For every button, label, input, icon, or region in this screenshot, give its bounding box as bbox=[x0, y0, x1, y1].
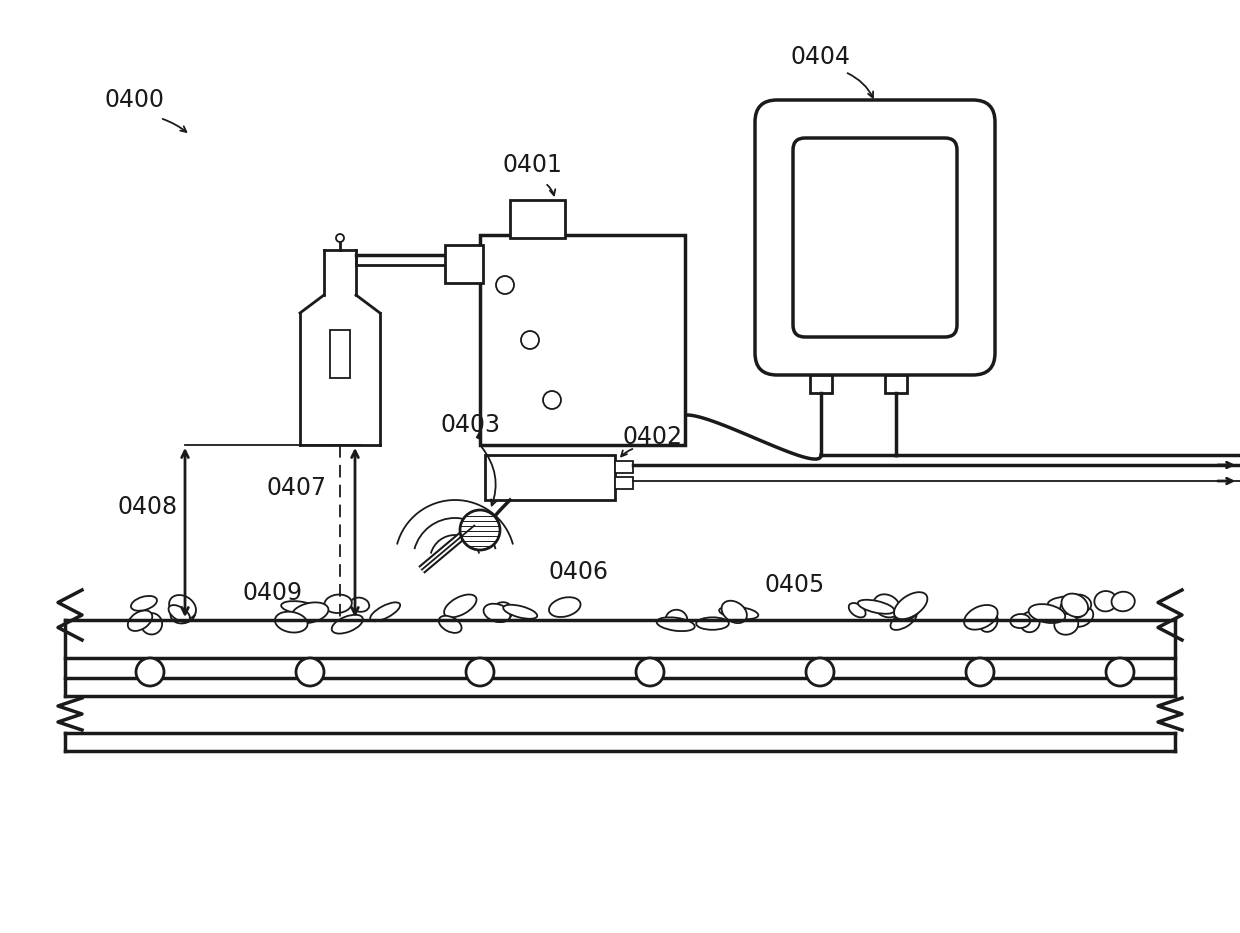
Text: 0408: 0408 bbox=[118, 495, 179, 519]
Ellipse shape bbox=[1048, 596, 1085, 609]
Ellipse shape bbox=[1070, 594, 1091, 612]
Ellipse shape bbox=[491, 602, 512, 621]
Text: 0407: 0407 bbox=[267, 476, 327, 500]
Ellipse shape bbox=[1021, 612, 1039, 633]
Ellipse shape bbox=[696, 618, 729, 630]
Ellipse shape bbox=[503, 605, 537, 619]
Circle shape bbox=[966, 658, 994, 686]
Ellipse shape bbox=[890, 610, 916, 630]
Text: 0406: 0406 bbox=[548, 560, 608, 584]
Ellipse shape bbox=[873, 594, 900, 618]
Ellipse shape bbox=[291, 603, 329, 623]
Ellipse shape bbox=[325, 594, 352, 613]
Ellipse shape bbox=[1054, 614, 1079, 634]
Bar bbox=[615, 477, 632, 489]
Ellipse shape bbox=[719, 606, 759, 620]
Ellipse shape bbox=[281, 601, 317, 614]
Ellipse shape bbox=[484, 604, 511, 622]
Ellipse shape bbox=[275, 612, 308, 633]
Circle shape bbox=[636, 658, 663, 686]
FancyBboxPatch shape bbox=[755, 100, 994, 375]
Ellipse shape bbox=[657, 618, 694, 631]
Circle shape bbox=[806, 658, 835, 686]
Circle shape bbox=[521, 331, 539, 349]
Ellipse shape bbox=[439, 616, 461, 633]
Ellipse shape bbox=[170, 604, 196, 623]
Text: 0402: 0402 bbox=[622, 425, 682, 449]
Ellipse shape bbox=[1069, 606, 1094, 627]
Circle shape bbox=[496, 276, 515, 294]
Ellipse shape bbox=[1060, 598, 1087, 619]
Circle shape bbox=[543, 391, 560, 409]
Text: 0400: 0400 bbox=[105, 88, 165, 112]
Bar bbox=[885, 375, 906, 393]
Ellipse shape bbox=[1095, 591, 1117, 611]
Ellipse shape bbox=[963, 605, 998, 630]
Text: 0401: 0401 bbox=[502, 153, 562, 177]
Ellipse shape bbox=[894, 592, 928, 620]
Ellipse shape bbox=[371, 603, 401, 621]
Circle shape bbox=[460, 510, 500, 550]
Bar bbox=[445, 245, 484, 283]
Text: 0409: 0409 bbox=[242, 581, 303, 605]
Ellipse shape bbox=[666, 610, 687, 631]
Bar bbox=[330, 330, 350, 378]
Ellipse shape bbox=[722, 601, 746, 623]
Ellipse shape bbox=[169, 595, 196, 619]
Ellipse shape bbox=[128, 610, 153, 631]
Circle shape bbox=[466, 658, 494, 686]
Ellipse shape bbox=[141, 613, 162, 634]
Bar bbox=[510, 200, 565, 238]
Circle shape bbox=[296, 658, 324, 686]
Polygon shape bbox=[477, 243, 585, 437]
Ellipse shape bbox=[978, 610, 998, 632]
Circle shape bbox=[336, 234, 343, 242]
Ellipse shape bbox=[1011, 614, 1030, 628]
FancyBboxPatch shape bbox=[794, 138, 957, 337]
Ellipse shape bbox=[131, 596, 157, 611]
Bar bbox=[480, 235, 684, 445]
Text: 0405: 0405 bbox=[765, 573, 825, 597]
Circle shape bbox=[136, 658, 164, 686]
Ellipse shape bbox=[848, 603, 866, 618]
Ellipse shape bbox=[894, 599, 921, 620]
Bar bbox=[810, 375, 832, 393]
Bar bbox=[485, 455, 615, 500]
Bar bbox=[615, 461, 632, 473]
Ellipse shape bbox=[1061, 593, 1087, 617]
Text: 0404: 0404 bbox=[790, 45, 849, 69]
Ellipse shape bbox=[858, 600, 894, 614]
Ellipse shape bbox=[332, 615, 363, 634]
Circle shape bbox=[1106, 658, 1135, 686]
Text: 0403: 0403 bbox=[440, 413, 500, 437]
Ellipse shape bbox=[350, 597, 370, 612]
Ellipse shape bbox=[1029, 604, 1065, 623]
Ellipse shape bbox=[549, 597, 580, 617]
Ellipse shape bbox=[1054, 599, 1078, 619]
Ellipse shape bbox=[1111, 592, 1135, 611]
Ellipse shape bbox=[444, 594, 476, 618]
Ellipse shape bbox=[169, 606, 190, 622]
